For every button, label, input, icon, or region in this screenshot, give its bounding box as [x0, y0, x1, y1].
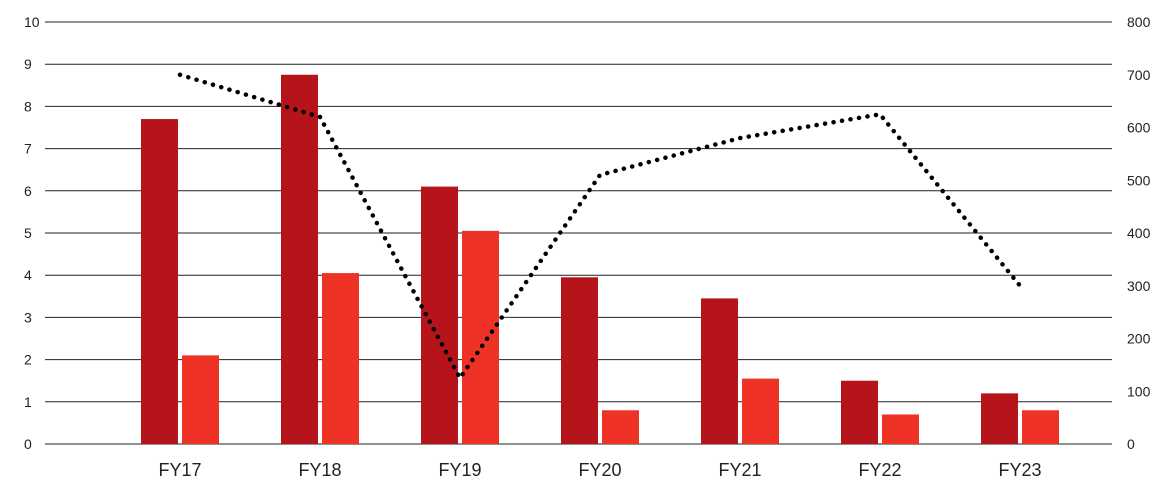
x-tick-label: FY20: [578, 460, 621, 480]
y2-tick-label: 200: [1127, 331, 1151, 347]
y2-tick-label: 400: [1127, 225, 1151, 241]
bar-fy22-series-1: [841, 380, 878, 444]
bar-fy19-series-2: [462, 230, 499, 444]
y2-tick-label: 300: [1127, 278, 1151, 294]
y-tick-label: 4: [24, 267, 32, 283]
x-axis-ticks: FY17 FY18 FY19 FY20 FY21 FY22 FY23: [158, 460, 1041, 480]
x-tick-label: FY23: [998, 460, 1041, 480]
x-tick-label: FY21: [718, 460, 761, 480]
gridlines: [45, 21, 1112, 445]
x-tick-label: FY17: [158, 460, 201, 480]
left-axis-ticks: 0 1 2 3 4 5 6 7 8 9 10: [24, 14, 40, 452]
y-tick-label: 3: [24, 309, 32, 325]
y-tick-label: 0: [24, 436, 32, 452]
y2-tick-label: 800: [1127, 14, 1151, 30]
y2-tick-label: 600: [1127, 120, 1151, 136]
x-tick-label: FY22: [858, 460, 901, 480]
y-tick-label: 9: [24, 56, 32, 72]
x-tick-label: FY19: [438, 460, 481, 480]
y2-tick-label: 500: [1127, 172, 1151, 188]
y-tick-label: 10: [24, 14, 40, 30]
dotted-line-series: [177, 72, 1023, 381]
bar-fy22-series-2: [882, 414, 919, 444]
bar-fy17-series-1: [141, 119, 178, 444]
bar-fy18-series-2: [322, 273, 359, 444]
y-tick-label: 8: [24, 98, 32, 114]
bar-fy17-series-2: [182, 355, 219, 444]
y2-tick-label: 100: [1127, 383, 1151, 399]
y-tick-label: 5: [24, 225, 32, 241]
line-series: [177, 72, 1023, 381]
x-tick-label: FY18: [298, 460, 341, 480]
y-tick-label: 7: [24, 141, 32, 157]
y-tick-label: 1: [24, 394, 32, 410]
y2-tick-label: 0: [1127, 436, 1135, 452]
y-tick-label: 6: [24, 183, 32, 199]
bar-fy21-series-1: [701, 298, 738, 444]
right-axis-ticks: 0 100 200 300 400 500 600 700 800: [1127, 14, 1151, 452]
bar-fy21-series-2: [742, 378, 779, 444]
y-tick-label: 2: [24, 352, 32, 368]
y2-tick-label: 700: [1127, 67, 1151, 83]
bar-marks: [141, 74, 1059, 444]
bar-fy23-series-1: [981, 393, 1018, 444]
bar-fy20-series-2: [602, 410, 639, 444]
bar-fy20-series-1: [561, 277, 598, 444]
bar-fy23-series-2: [1022, 410, 1059, 444]
bar-fy18-series-1: [281, 74, 318, 444]
